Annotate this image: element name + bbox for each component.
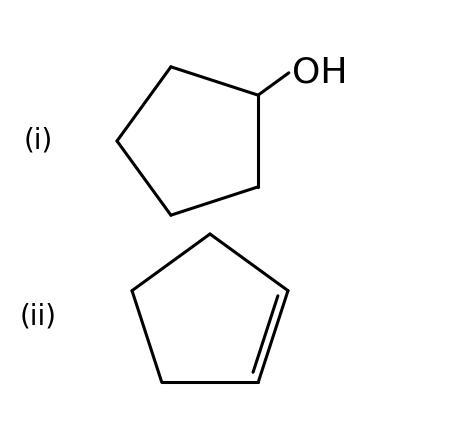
Text: OH: OH [292, 56, 347, 90]
Text: (i): (i) [23, 127, 53, 155]
Text: (ii): (ii) [20, 302, 56, 330]
